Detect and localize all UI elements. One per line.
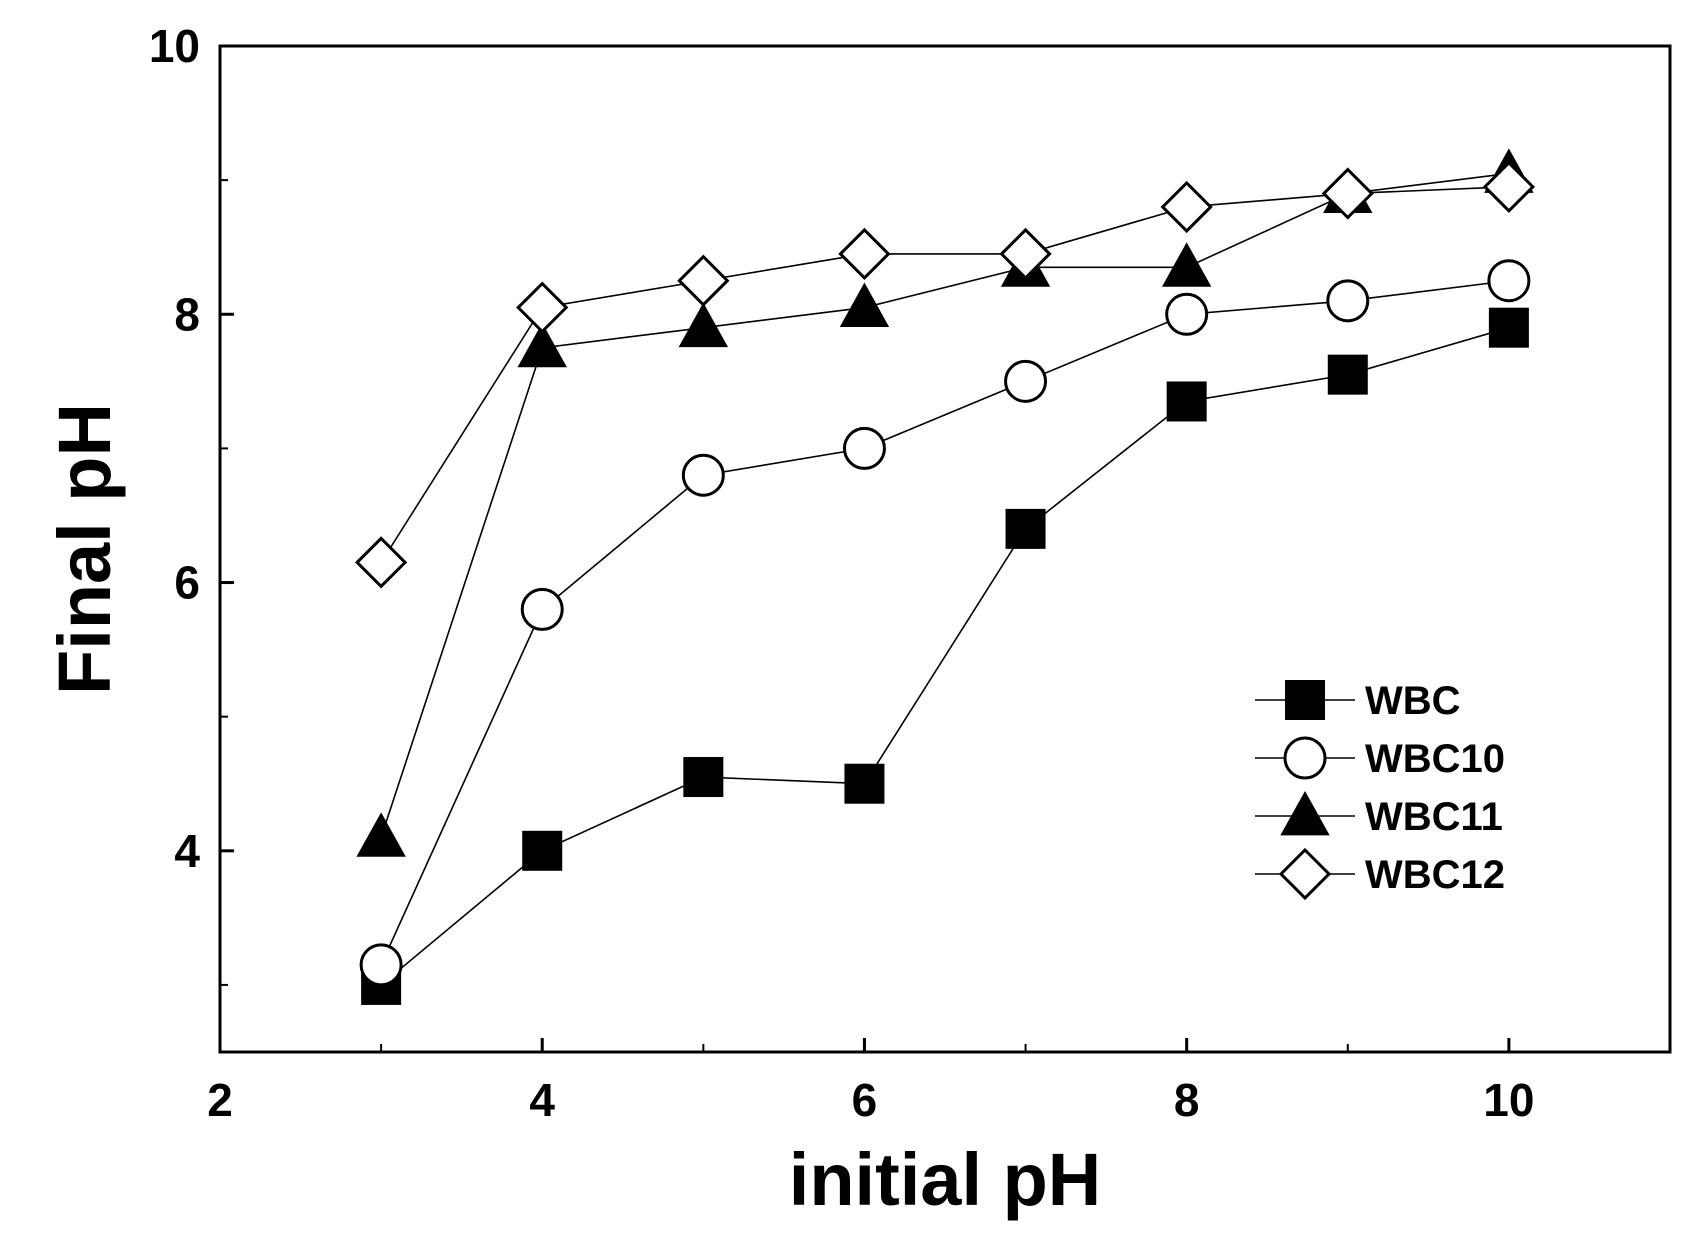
data-point-wbc12 (999, 227, 1052, 281)
y-tick-label: 8 (174, 288, 200, 340)
data-point-wbc10 (1487, 259, 1531, 303)
data-point-wbc (1166, 381, 1207, 422)
data-point-wbc (844, 763, 885, 804)
y-axis-title: Final pH (43, 403, 126, 695)
legend-label-wbc12: WBC12 (1365, 853, 1505, 897)
y-tick-label: 10 (149, 20, 200, 72)
data-point-wbc12 (1321, 167, 1374, 220)
x-tick-label: 2 (207, 1074, 233, 1126)
data-point-wbc11 (517, 322, 567, 368)
data-point-wbc12 (516, 281, 569, 334)
x-axis-title: initial pH (789, 1138, 1101, 1221)
plot-frame (218, 44, 1672, 1054)
data-point-wbc10 (359, 943, 403, 987)
series-line-wbc10 (380, 279, 1509, 966)
data-point-wbc12 (354, 536, 408, 589)
data-point-wbc12 (838, 227, 891, 281)
legend-label-wbc10: WBC10 (1365, 737, 1505, 781)
legend-marker-wbc (1285, 680, 1325, 720)
legend-marker-wbc12 (1278, 847, 1332, 901)
series-lines (380, 172, 1510, 986)
x-tick-label: 8 (1174, 1074, 1200, 1126)
legend-marker-wbc11 (1280, 790, 1330, 836)
series-line-wbc11 (380, 172, 1509, 838)
x-tick-label: 4 (529, 1074, 555, 1126)
data-point-wbc10 (1165, 292, 1209, 336)
data-point-wbc10 (681, 453, 725, 497)
data-point-wbc11 (1161, 242, 1212, 287)
data-point-wbc12 (677, 254, 730, 307)
data-point-wbc10 (520, 587, 564, 631)
data-point-wbc10 (1004, 359, 1048, 403)
data-point-wbc (522, 830, 563, 871)
data-point-wbc10 (1326, 279, 1370, 323)
x-tick-label: 6 (852, 1074, 878, 1126)
data-point-wbc12 (1160, 180, 1213, 234)
legend: WBC WBC10 WBC11 WBC12 (1255, 679, 1505, 901)
axis-ticks (218, 44, 1511, 1052)
y-tick-label: 6 (174, 557, 200, 609)
series-markers (354, 148, 1536, 1005)
data-point-wbc (1488, 307, 1529, 348)
series-line-wbc12 (380, 186, 1509, 563)
data-point-wbc11 (678, 302, 729, 348)
data-point-wbc (1005, 508, 1046, 549)
data-point-wbc12 (1482, 160, 1536, 213)
series-line-wbc (380, 326, 1510, 986)
data-point-wbc11 (356, 812, 406, 857)
legend-label-wbc: WBC (1365, 679, 1461, 723)
y-tick-label: 4 (174, 825, 200, 877)
data-point-wbc (683, 757, 724, 798)
data-point-wbc10 (842, 426, 886, 470)
data-point-wbc11 (839, 282, 890, 327)
data-point-wbc (1327, 354, 1368, 395)
axis-tick-labels: 2 4 6 8 10 4 6 8 10 (149, 20, 1535, 1126)
x-tick-label: 10 (1483, 1074, 1534, 1126)
legend-label-wbc11: WBC11 (1365, 795, 1503, 839)
legend-marker-wbc10 (1283, 736, 1327, 780)
